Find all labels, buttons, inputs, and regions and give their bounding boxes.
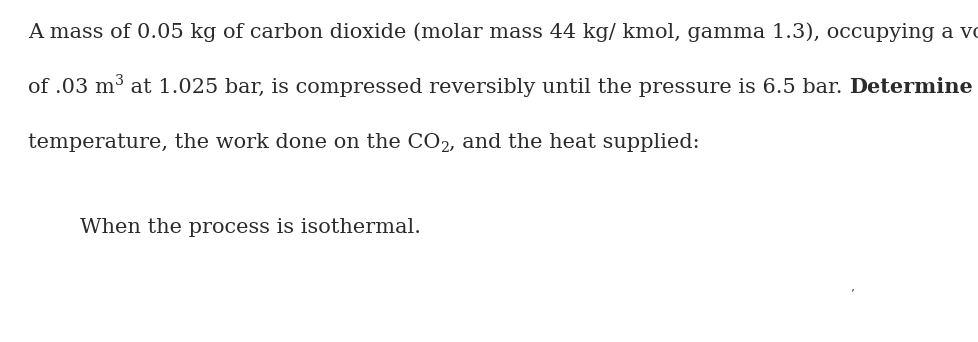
Text: A mass of 0.05 kg of carbon dioxide (molar mass 44 kg/ kmol, gamma 1.3), occupyi: A mass of 0.05 kg of carbon dioxide (mol…: [28, 22, 978, 42]
Text: at 1.025 bar, is compressed reversibly until the pressure is 6.5 bar.: at 1.025 bar, is compressed reversibly u…: [124, 78, 848, 97]
Text: Determine: Determine: [848, 77, 972, 97]
Text: , and the heat supplied:: , and the heat supplied:: [449, 133, 699, 152]
Text: 2: 2: [440, 142, 449, 156]
Text: temperature, the work done on the CO: temperature, the work done on the CO: [28, 133, 440, 152]
Text: of .03 m: of .03 m: [28, 78, 114, 97]
Text: the final: the final: [972, 78, 978, 97]
Text: ’: ’: [849, 288, 853, 298]
Text: 3: 3: [114, 74, 124, 88]
Text: When the process is isothermal.: When the process is isothermal.: [80, 218, 421, 237]
